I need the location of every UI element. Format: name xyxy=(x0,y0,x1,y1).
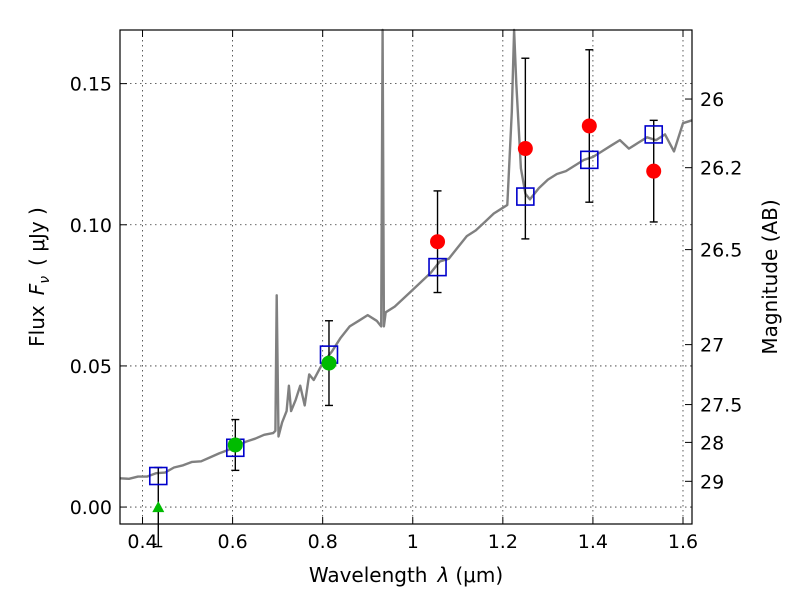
x-tick-label: 0.8 xyxy=(308,531,338,553)
y2-tick-label: 27 xyxy=(700,335,724,357)
red-data-point xyxy=(430,234,446,250)
red-data-point xyxy=(517,141,533,157)
red-data-point xyxy=(646,163,662,179)
x-tick-label: 1 xyxy=(407,531,419,553)
x-axis-title: Wavelength λ (μm) xyxy=(309,563,503,587)
model-photometry-square xyxy=(580,150,599,170)
red-data-point xyxy=(581,118,597,134)
model-spectrum-line xyxy=(119,28,693,480)
axis-ticks: 0.4 0.6 0.8 1 1.2 1.4 1.6 0.00 0.05 0.10 0.15 26 26.… xyxy=(70,30,742,553)
model-photometry-square xyxy=(428,257,447,277)
green-data-point xyxy=(227,437,243,453)
x-tick-label: 0.4 xyxy=(127,531,157,553)
observed-points xyxy=(152,118,662,513)
y2-tick-label: 26.5 xyxy=(700,240,742,262)
model-spectrum xyxy=(119,28,693,480)
plot-frame xyxy=(119,29,693,525)
y-tick-label: 0.00 xyxy=(70,497,112,519)
x-tick-label: 1.2 xyxy=(488,531,518,553)
y2-tick-label: 26.2 xyxy=(700,158,742,180)
grid xyxy=(120,30,692,524)
x-tick-label: 1.6 xyxy=(668,531,698,553)
y-tick-label: 0.05 xyxy=(70,356,112,378)
model-photometry xyxy=(148,125,664,486)
model-photometry-square xyxy=(644,125,664,144)
y2-tick-label: 26 xyxy=(700,89,724,111)
y-tick-label: 0.15 xyxy=(70,74,112,96)
y-tick-label: 0.10 xyxy=(70,215,112,237)
y2-tick-label: 29 xyxy=(700,471,724,493)
green-data-point xyxy=(321,355,337,371)
x-tick-label: 0.6 xyxy=(217,531,247,553)
model-photometry-square xyxy=(516,187,535,206)
y-axis-title: FluxFν( μJy ) xyxy=(25,207,53,347)
model-photometry-square xyxy=(148,466,168,486)
y2-axis-title: Magnitude (AB) xyxy=(758,199,782,354)
upper-limit-triangle xyxy=(152,501,165,513)
y2-tick-label: 28 xyxy=(700,432,724,454)
y2-tick-label: 27.5 xyxy=(700,395,742,417)
x-tick-label: 1.4 xyxy=(578,531,608,553)
